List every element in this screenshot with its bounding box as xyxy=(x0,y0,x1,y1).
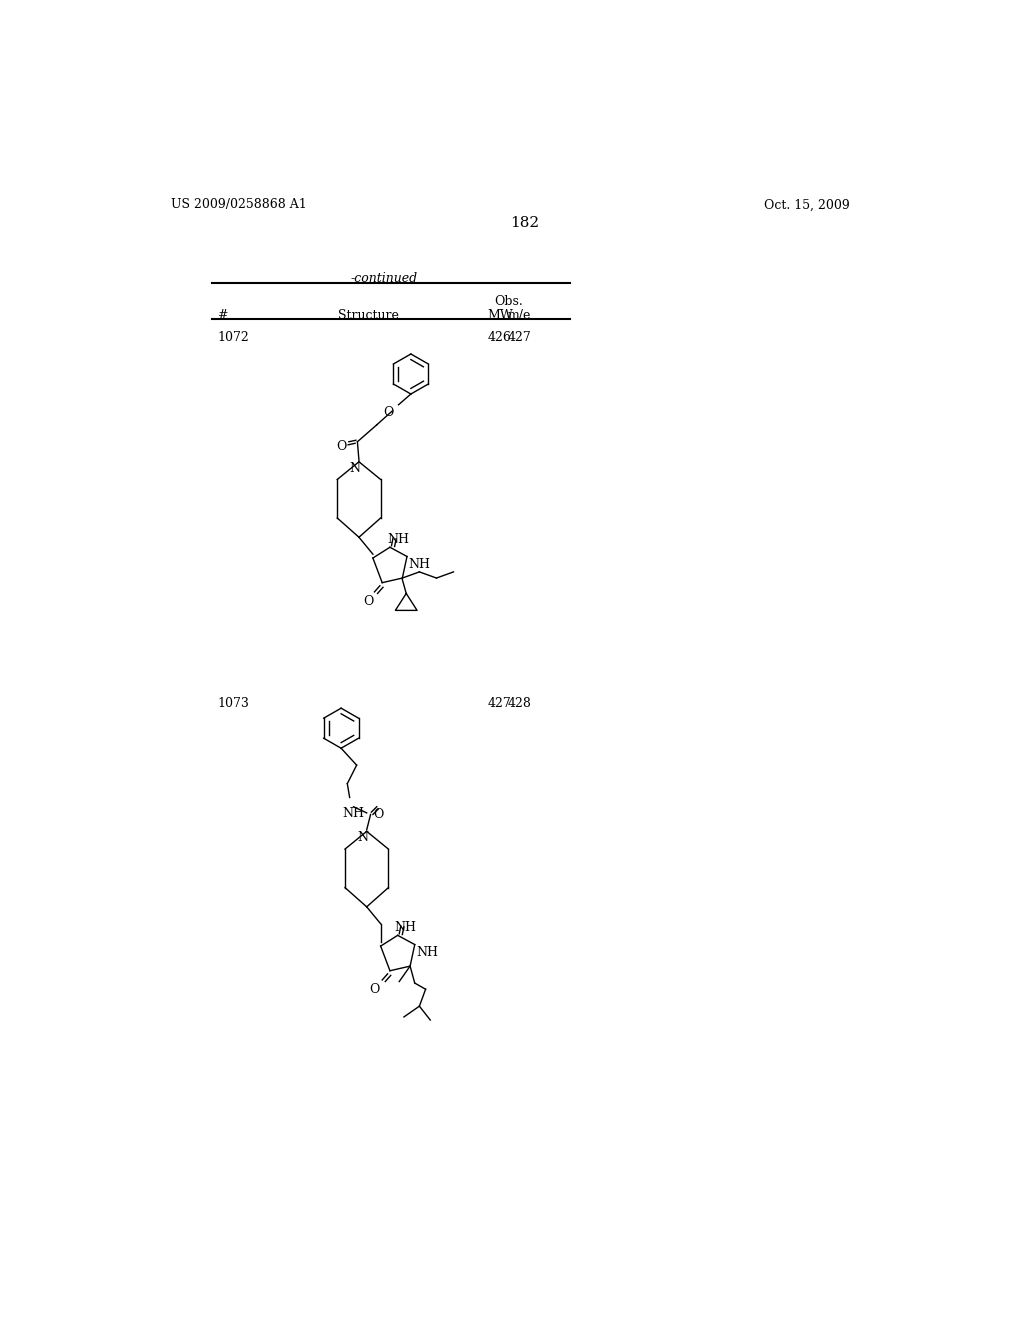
Text: N: N xyxy=(349,462,360,475)
Text: m/e: m/e xyxy=(508,309,531,322)
Text: NH: NH xyxy=(394,921,417,935)
Text: O: O xyxy=(337,440,347,453)
Text: 427: 427 xyxy=(508,331,531,345)
Text: Structure: Structure xyxy=(338,309,398,322)
Text: 428: 428 xyxy=(508,697,531,710)
Text: -continued: -continued xyxy=(350,272,418,285)
Text: O: O xyxy=(383,407,393,418)
Text: Oct. 15, 2009: Oct. 15, 2009 xyxy=(764,198,849,211)
Text: 1073: 1073 xyxy=(217,697,249,710)
Text: NH: NH xyxy=(409,558,430,572)
Text: MW: MW xyxy=(487,309,513,322)
Text: NH: NH xyxy=(417,946,438,960)
Text: 182: 182 xyxy=(510,216,540,230)
Text: N: N xyxy=(357,832,369,845)
Text: Obs.: Obs. xyxy=(494,296,522,309)
Text: O: O xyxy=(364,595,374,609)
Text: US 2009/0258868 A1: US 2009/0258868 A1 xyxy=(171,198,306,211)
Text: O: O xyxy=(373,808,383,821)
Text: 1072: 1072 xyxy=(217,331,249,345)
Text: #: # xyxy=(217,309,227,322)
Text: 426: 426 xyxy=(487,331,511,345)
Text: O: O xyxy=(370,983,380,997)
Text: 427: 427 xyxy=(487,697,511,710)
Text: NH: NH xyxy=(343,807,365,820)
Text: NH: NH xyxy=(387,533,409,546)
